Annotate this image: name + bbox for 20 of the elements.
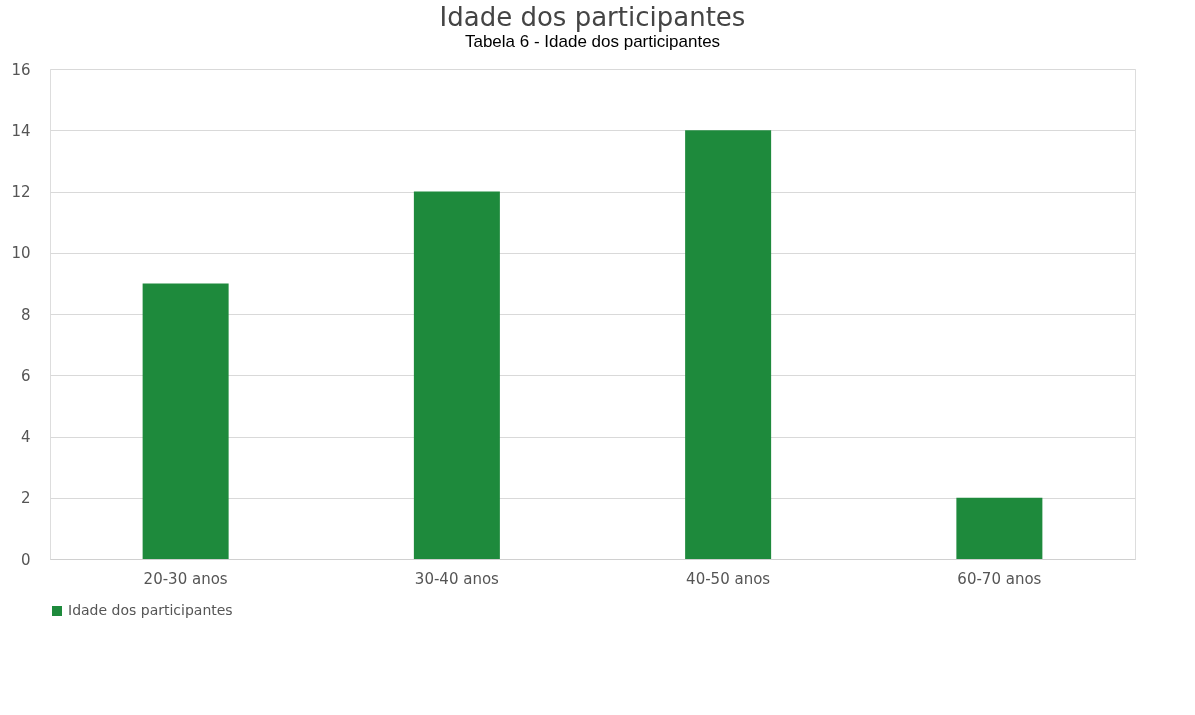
bar bbox=[142, 283, 229, 559]
y-tick-label: 14 bbox=[11, 121, 31, 140]
y-tick-label: 12 bbox=[11, 183, 31, 201]
chart-title: Idade dos participantes bbox=[439, 2, 746, 32]
y-tick-label: 4 bbox=[20, 428, 31, 446]
x-tick-label: 40-50 anos bbox=[686, 569, 771, 588]
y-tick-label: 16 bbox=[11, 60, 31, 79]
y-tick-label: 10 bbox=[11, 244, 31, 263]
y-tick-label: 0 bbox=[20, 550, 31, 569]
bar bbox=[413, 191, 500, 559]
x-tick-label: 20-30 anos bbox=[143, 569, 228, 588]
legend-label: Idade dos participantes bbox=[68, 602, 233, 618]
text: Tabela 6 - Idade dos participantes bbox=[464, 32, 721, 51]
x-tick-label: 30-40 anos bbox=[414, 569, 500, 588]
bar bbox=[956, 497, 1043, 559]
y-tick-label: 8 bbox=[20, 305, 31, 324]
x-tick-label: 60-70 anos bbox=[957, 569, 1042, 588]
y-tick-label: 6 bbox=[20, 366, 31, 385]
y-tick-label: 2 bbox=[20, 489, 31, 508]
bar bbox=[685, 130, 772, 559]
